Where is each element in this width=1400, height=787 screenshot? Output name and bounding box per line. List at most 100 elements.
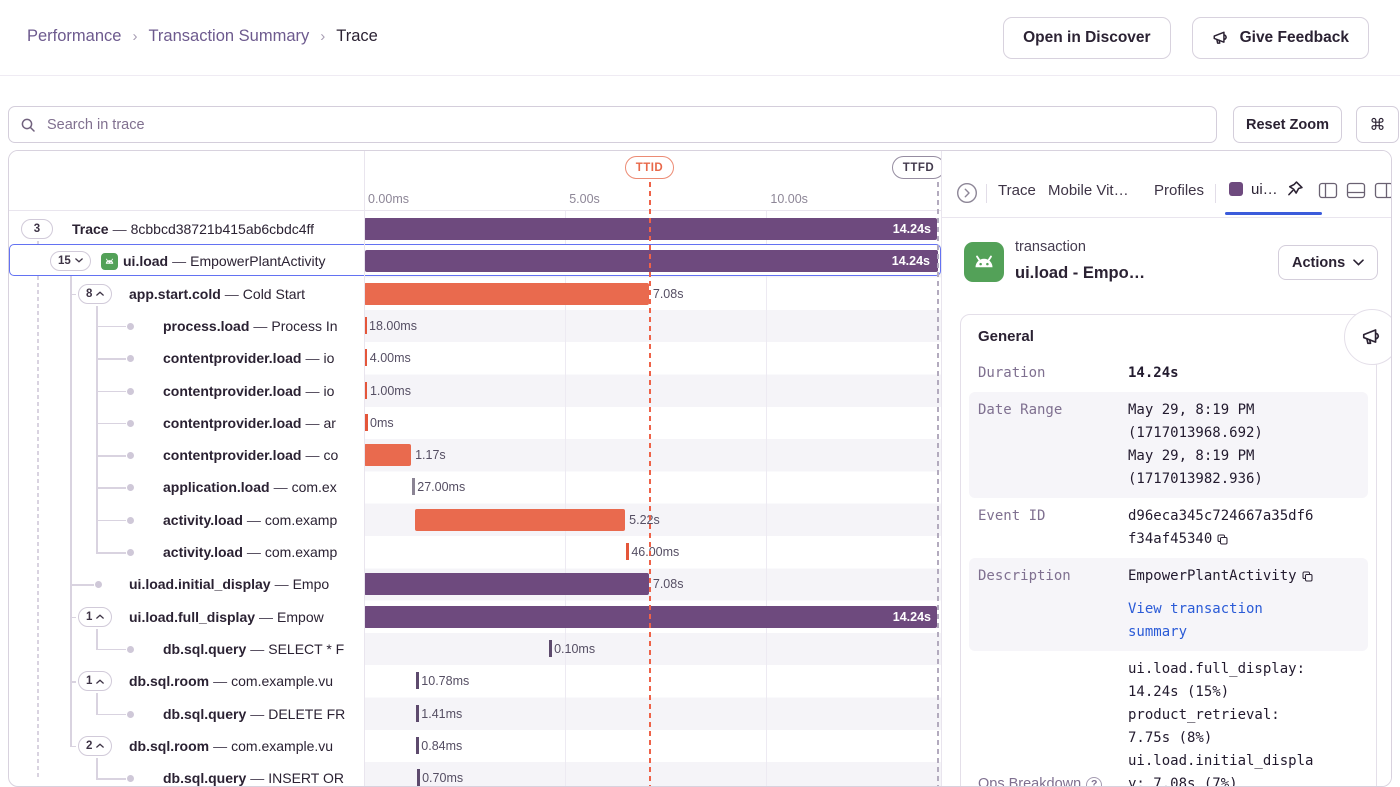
span-bar[interactable] [364,444,412,467]
span-bar-mark[interactable] [412,478,415,496]
trace-row[interactable]: activity.load — com.examp 46.00ms [9,536,941,568]
trace-row[interactable]: 1 db.sql.room — com.example.vu 10.78ms [9,665,941,697]
active-tab-underline [1225,212,1322,215]
span-bar-mark[interactable] [549,639,552,657]
tree-timeline-divider[interactable] [364,151,365,786]
span-bar[interactable] [364,218,937,240]
transaction-name: ui.load - Empo… [1015,264,1146,282]
trace-row[interactable]: contentprovider.load — co 1.17s [9,439,941,471]
span-name: ui.load.initial_display — Empo [129,576,330,593]
open-in-discover-label: Open in Discover [1023,29,1151,46]
tree-connector [96,487,126,489]
span-name: ui.load — EmpowerPlantActivity [123,252,326,269]
trace-row[interactable]: contentprovider.load — io 4.00ms [9,342,941,374]
trace-row[interactable]: 8 app.start.cold — Cold Start 7.08s [9,278,941,310]
span-bar-mark[interactable] [417,769,420,786]
span-duration-label: 27.00ms [417,480,466,495]
top-bar: Performance › Transaction Summary › Trace Op… [0,0,1400,76]
span-bar-mark[interactable] [416,672,419,690]
reset-zoom-button[interactable]: Reset Zoom [1233,106,1342,143]
tree-connector [96,778,126,780]
trace-row[interactable]: db.sql.query — INSERT OR 0.70ms [9,762,941,786]
row-expand-badge[interactable]: 8 [78,283,113,304]
tree-connector [96,422,126,425]
tree-connector [37,241,39,780]
field-value: EmpowerPlantActivity View transaction sum… [1128,565,1359,644]
trace-row[interactable]: 3 Trace —8cbbcd38721b415ab6cbdc4ff 14.24s [9,213,941,245]
layout-bottom-icon[interactable] [1346,181,1366,200]
tab-profiles[interactable]: Profiles [1154,182,1205,199]
span-bar[interactable] [364,573,649,596]
span-duration-label: 14.24s [892,609,931,624]
trace-row[interactable]: contentprovider.load — ar 0ms [9,407,941,439]
span-duration-label: 0.84ms [421,738,463,753]
span-bar[interactable] [365,249,938,272]
span-bar[interactable] [364,282,649,305]
view-transaction-summary-link[interactable]: View transaction summary [1128,601,1263,640]
trace-row[interactable]: process.load — Process In 18.00ms [9,310,941,342]
trace-row[interactable]: contentprovider.load — io 1.00ms [9,375,941,407]
span-bar-mark[interactable] [364,381,368,399]
search-box[interactable] [8,106,1217,143]
span-bar[interactable] [364,605,937,628]
copy-icon[interactable] [1216,533,1229,546]
span-bar-mark[interactable] [364,349,368,367]
field-label: Ops Breakdown? [978,773,1128,786]
expand-panel-icon[interactable] [956,182,978,204]
breadcrumb-transaction-summary[interactable]: Transaction Summary [148,27,310,45]
ttid-badge[interactable]: TTID [624,156,675,179]
trace-row[interactable]: 2 db.sql.room — com.example.vu 0.84ms [9,730,941,762]
give-feedback-button[interactable]: Give Feedback [1191,17,1369,59]
row-expand-badge[interactable]: 15 [50,250,91,271]
breadcrumb-performance[interactable]: Performance [27,27,122,45]
help-icon[interactable]: ? [1086,776,1103,786]
ttfd-badge[interactable]: TTFD [891,156,946,179]
open-in-discover-button[interactable]: Open in Discover [1003,17,1171,59]
span-bar-mark[interactable] [364,316,367,334]
row-expand-badge[interactable]: 2 [78,735,113,756]
pin-icon[interactable] [1286,180,1304,198]
top-buttons: Open in Discover Give Feedback [1003,17,1369,59]
tree-connector [96,455,126,457]
span-bar-mark[interactable] [416,704,419,722]
trace-row[interactable]: application.load — com.ex 27.00ms [9,471,941,503]
tree-connector [70,745,76,748]
trace-row[interactable]: 15 ui.load — EmpowerPlantActivity 14.24s [9,243,941,277]
trace-row[interactable]: db.sql.query — SELECT * F 0.10ms [9,633,941,665]
span-name: db.sql.room — com.example.vu [129,673,334,690]
trace-row[interactable]: db.sql.query — DELETE FR 1.41ms [9,698,941,730]
tree-connector [96,713,126,715]
copy-icon[interactable] [1301,570,1314,583]
tab-active-span[interactable]: ui… [1229,180,1304,198]
actions-button[interactable]: Actions [1278,245,1379,280]
tree-connector [70,273,72,747]
trace-row[interactable]: 1 ui.load.full_display — Empow 14.24s [9,601,941,633]
row-expand-badge[interactable]: 1 [78,671,113,692]
row-expand-badge[interactable]: 3 [21,219,53,239]
breadcrumb: Performance › Transaction Summary › Trace [27,27,378,46]
breadcrumb-trace: Trace [336,27,378,45]
field-value: d96eca345c724667a35df6 f34af45340 [1128,505,1359,551]
tab-mobilevit[interactable]: Mobile Vit… [1048,182,1129,199]
feedback-fab-megaphone-icon[interactable] [1344,309,1391,365]
row-expand-badge[interactable]: 1 [78,606,113,627]
layout-right-icon[interactable] [1374,181,1391,200]
tree-node-dot [127,452,134,460]
tab-trace[interactable]: Trace [998,182,1036,199]
span-bar-mark[interactable] [416,736,419,754]
shortcut-button[interactable]: ⌘ [1356,106,1399,143]
trace-row[interactable]: activity.load — com.examp 5.22s [9,504,941,536]
field-value-line: f34af45340 [1128,528,1359,551]
search-input[interactable] [45,115,1205,134]
timeline-gridline [565,211,567,786]
layout-left-icon[interactable] [1318,181,1338,200]
span-bar[interactable] [415,508,626,531]
tree-connector [96,552,126,554]
tree-connector [70,681,76,683]
span-detail-panel: Trace Mobile Vit… Profiles ui… [941,151,1391,786]
span-bar-mark[interactable] [365,413,368,431]
axis-tick-label: 10.00s [770,192,808,206]
span-duration-label: 0.10ms [554,641,596,656]
trace-row[interactable]: ui.load.initial_display — Empo 7.08s [9,568,941,600]
span-bar-mark[interactable] [626,543,629,560]
